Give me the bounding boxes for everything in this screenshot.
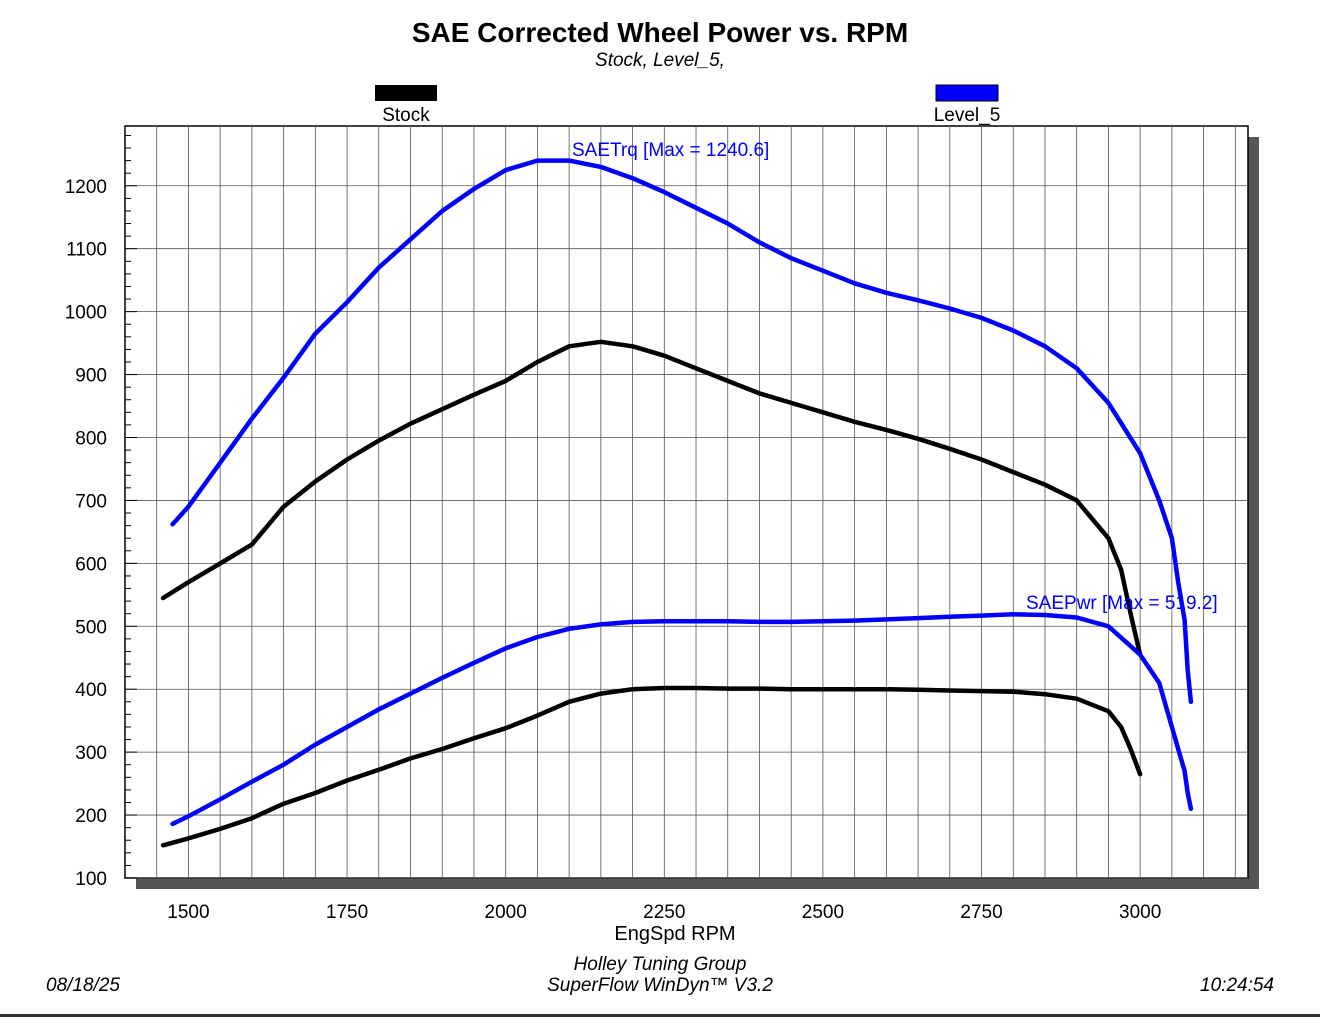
legend-label-stock: Stock [382, 105, 430, 126]
y-tick-label: 900 [75, 366, 107, 387]
x-axis-label: EngSpd RPM [614, 923, 735, 945]
series-line-level5-saepwr [170, 612, 1194, 827]
power-max-annotation: SAEPwr [Max = 519.2] [1026, 593, 1218, 614]
series-line-level5-saetrq [170, 158, 1194, 705]
y-tick-label: 200 [75, 806, 107, 827]
plot-area [124, 125, 1249, 879]
legend-swatch-level5 [935, 84, 999, 102]
y-tick-label: 700 [75, 491, 107, 512]
y-tick-label: 300 [75, 743, 107, 764]
y-tick-label: 100 [75, 869, 107, 890]
x-tick-label: 1750 [326, 902, 368, 923]
series-line-stock-saetrq [160, 339, 1143, 657]
x-tick-label: 3000 [1119, 902, 1161, 923]
y-tick-label: 600 [75, 554, 107, 575]
y-tick-label: 1100 [66, 240, 107, 261]
x-tick-label: 2500 [802, 902, 844, 923]
legend-swatch-stock [375, 85, 437, 101]
x-tick-label: 2250 [643, 902, 685, 923]
chart-subtitle: Stock, Level_5, [595, 50, 725, 71]
x-tick-label: 1500 [167, 902, 209, 923]
y-axis: 100 200 300 400 500 600 700 800 900 1000 1100 1200 [65, 134, 137, 890]
footer-company: Holley Tuning Group [574, 954, 747, 975]
legend-label-level5: Level_5 [934, 105, 1001, 126]
bottom-rule [0, 1014, 1320, 1017]
footer-date: 08/18/25 [46, 975, 120, 996]
y-tick-label: 1000 [65, 303, 107, 324]
y-tick-label: 500 [75, 617, 107, 638]
y-tick-label: 400 [75, 680, 107, 701]
chart-title: SAE Corrected Wheel Power vs. RPM [412, 17, 908, 48]
x-tick-label: 2000 [485, 902, 527, 923]
grid [125, 126, 1248, 879]
y-tick-label: 1200 [65, 177, 107, 198]
torque-max-annotation: SAETrq [Max = 1240.6] [572, 140, 769, 161]
y-tick-label: 800 [75, 428, 107, 449]
footer-time: 10:24:54 [1200, 975, 1274, 996]
series-group [160, 158, 1194, 848]
footer-software: SuperFlow WinDyn™ V3.2 [547, 975, 773, 996]
x-tick-label: 2750 [960, 902, 1002, 923]
legend: Stock Level_5 [375, 84, 1001, 126]
series-line-stock-saepwr [160, 685, 1143, 848]
x-axis: 1500 1750 2000 2250 2500 2750 3000 [167, 902, 1161, 923]
